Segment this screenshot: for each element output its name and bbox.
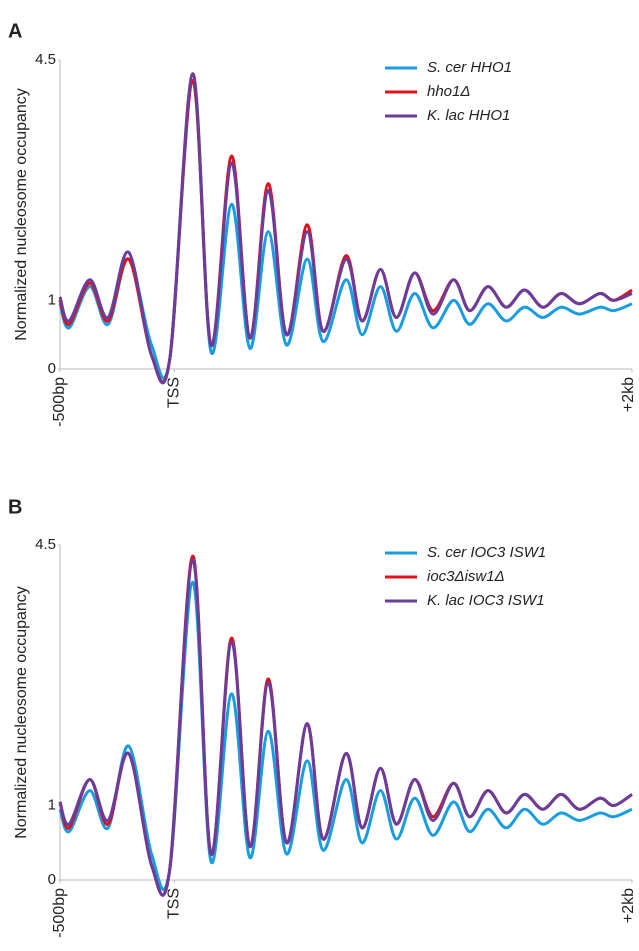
legend-label: K. lac HHO1 [427,107,510,124]
legend: S. cer HHO1 hho1Δ K. lac HHO1 [385,59,512,124]
panel: B Normalized nucleosome occupancy 0 1 4.5 -50… [8,496,637,938]
x-tick-label: +2kb [620,377,637,412]
legend: S. cer IOC3 ISW1 ioc3Δisw1Δ K. lac IOC3 IS… [385,544,546,609]
y-tick-label: 1 [48,291,56,308]
y-tick-label: 4.5 [35,536,56,553]
panel-label: A [8,20,22,42]
x-tick-label: -500bp [51,377,68,427]
series-line [58,580,633,892]
x-tick-label: +2kb [620,888,637,923]
legend-label: hho1Δ [427,83,470,100]
series-line [58,79,633,380]
y-axis-label: Normalized nucleosome occupancy [13,586,30,839]
legend-label: K. lac IOC3 ISW1 [427,592,545,609]
legend-label: ioc3Δisw1Δ [427,568,505,585]
series-line [58,72,633,385]
panel-label: B [8,496,22,518]
legend-label: S. cer HHO1 [427,59,512,76]
y-tick-label: 0 [48,871,56,888]
x-tick-label: -500bp [51,888,68,938]
y-tick-label: 4.5 [35,51,56,68]
y-tick-label: 0 [48,360,56,377]
y-tick-label: 1 [48,797,56,814]
panel: A Normalized nucleosome occupancy 0 1 4.5 -50… [8,20,637,427]
legend-label: S. cer IOC3 ISW1 [427,544,546,561]
y-axis-label: Normalized nucleosome occupancy [13,88,30,341]
x-tick-label: TSS [166,888,183,919]
x-tick-label: TSS [166,377,183,408]
series-line [58,558,633,897]
